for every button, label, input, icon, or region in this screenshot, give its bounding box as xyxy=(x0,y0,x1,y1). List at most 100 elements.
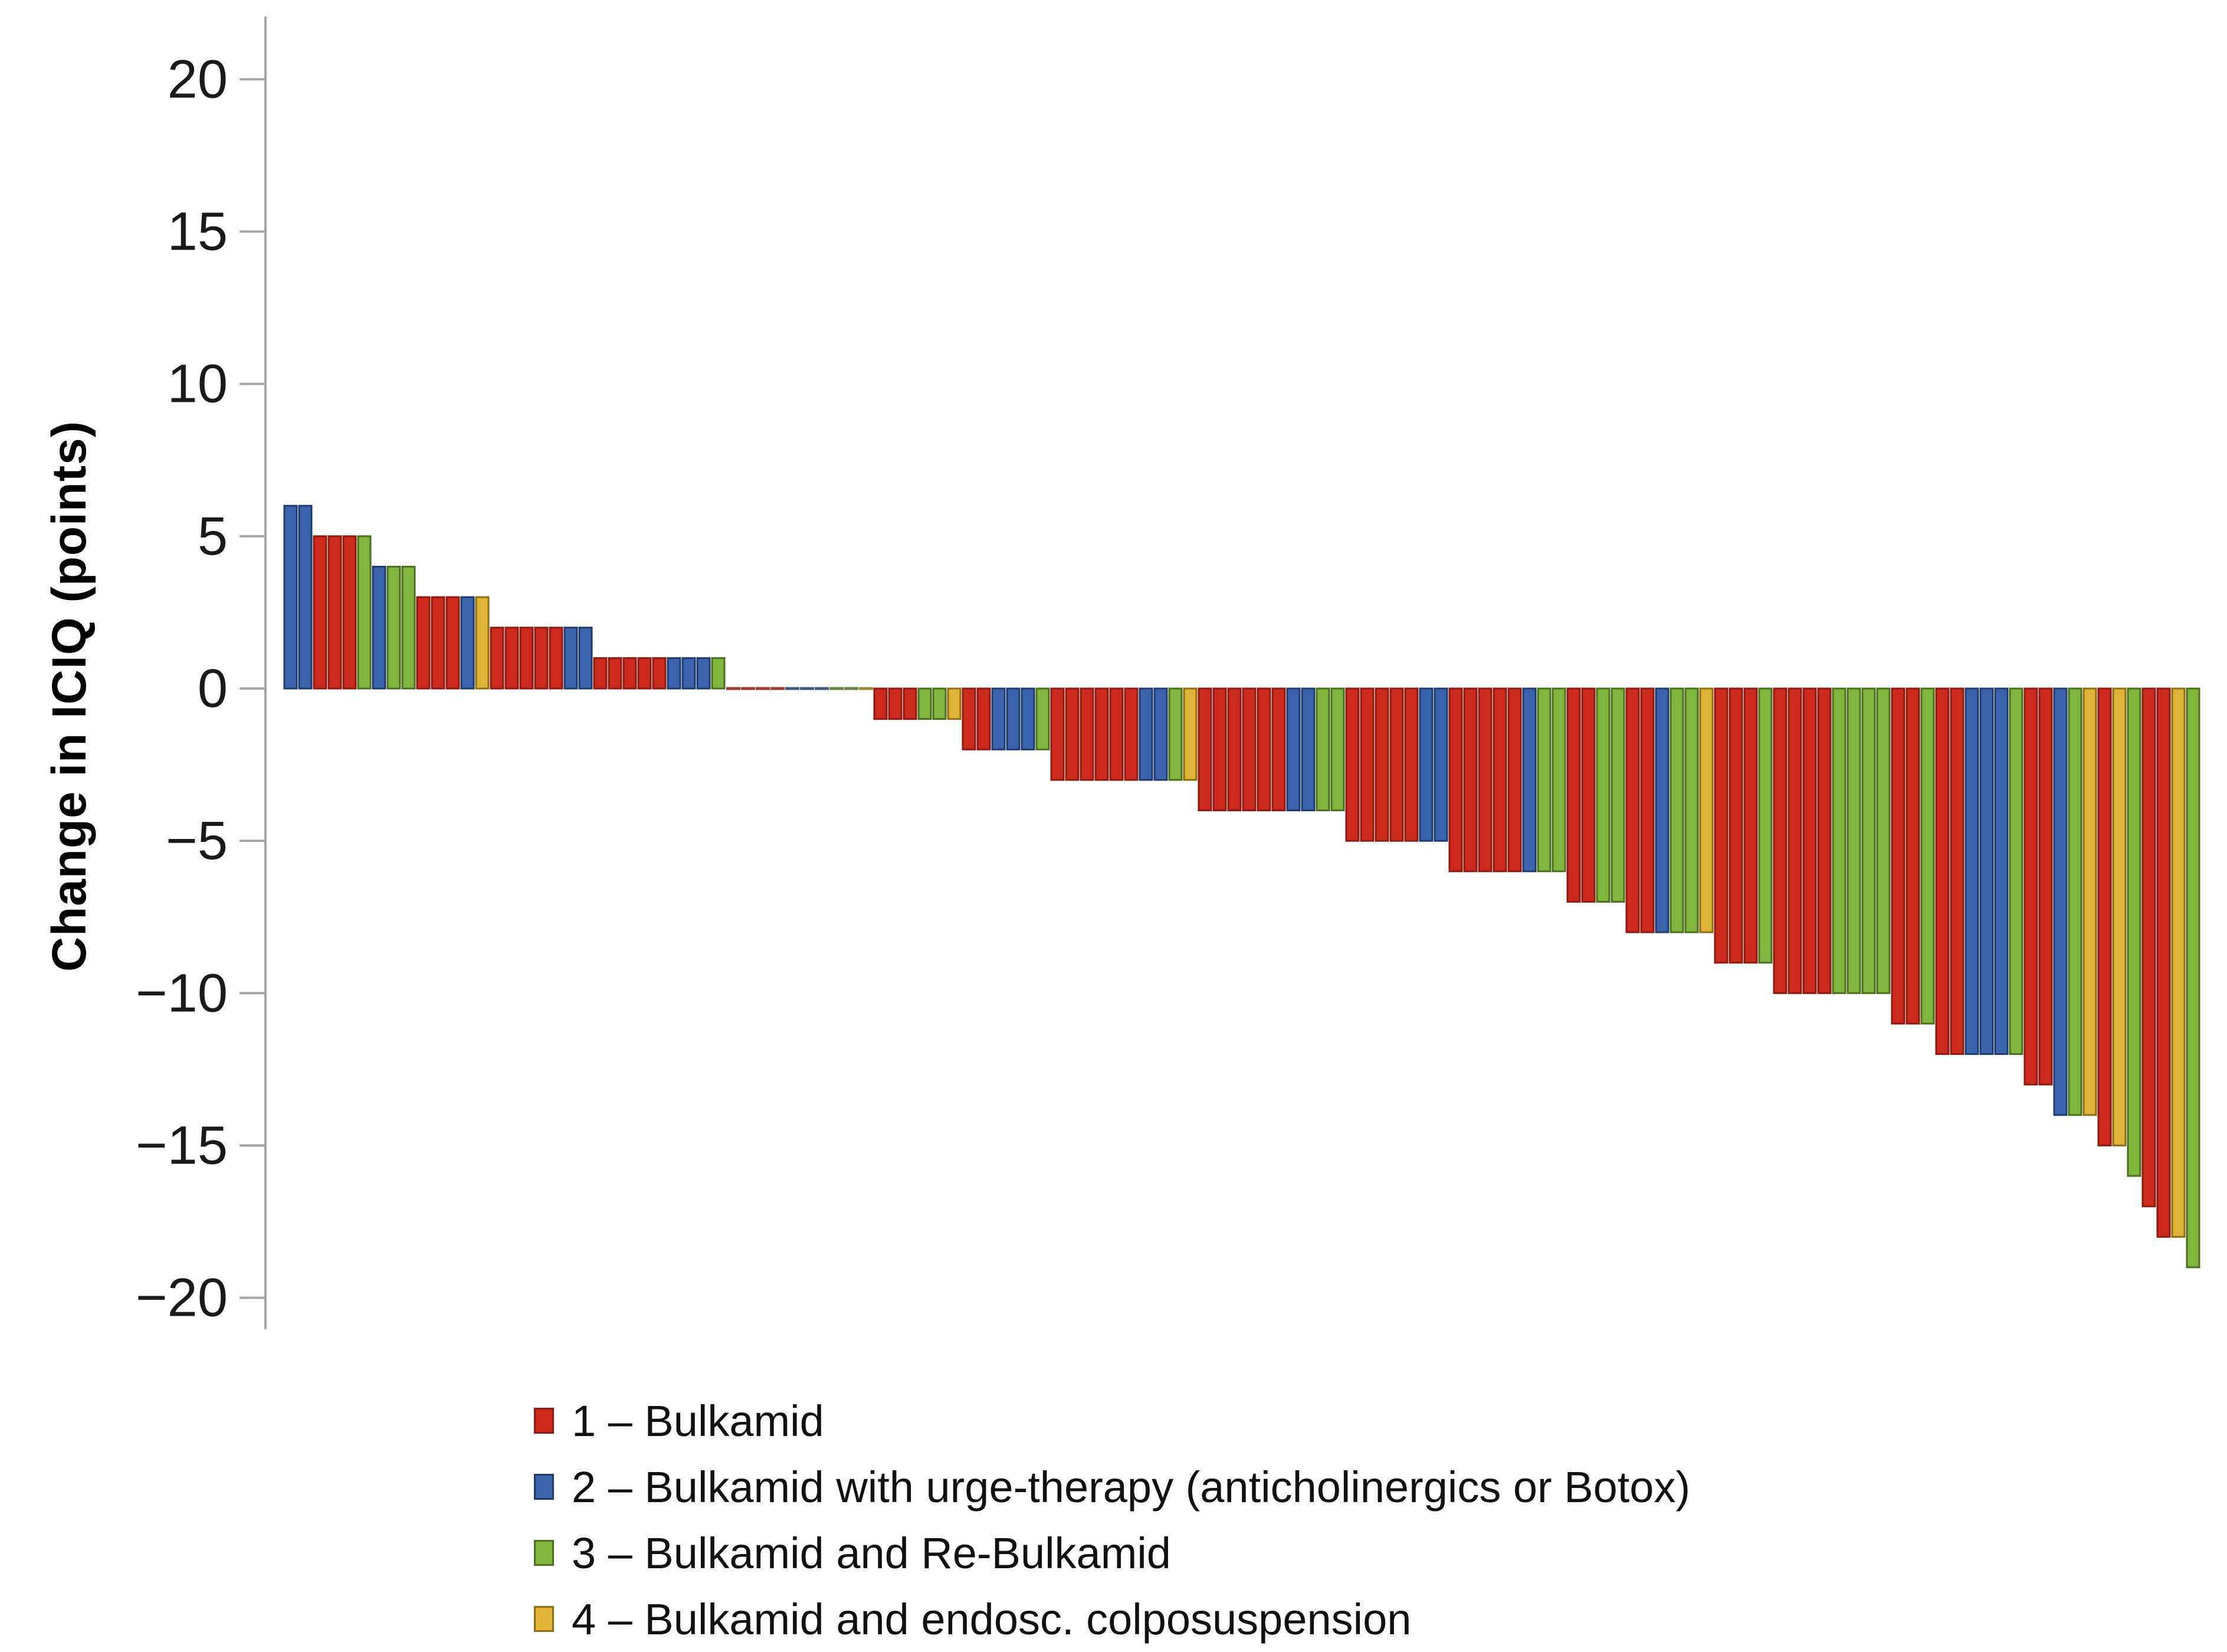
bar xyxy=(1876,687,1891,994)
bar-zero xyxy=(785,687,799,690)
bar xyxy=(2023,687,2038,1086)
bar xyxy=(1935,687,1950,1056)
y-tick-label: 5 xyxy=(198,506,228,566)
bar xyxy=(1375,687,1389,842)
y-tick-label: 20 xyxy=(168,49,228,109)
bar xyxy=(1389,687,1404,842)
bar xyxy=(2156,687,2171,1238)
bar xyxy=(1861,687,1876,994)
bar xyxy=(1611,687,1625,903)
bar xyxy=(1301,687,1316,812)
bar xyxy=(1139,687,1153,781)
bar xyxy=(652,657,667,690)
legend-marker-icon xyxy=(534,1408,554,1434)
bar-zero xyxy=(741,687,755,690)
bar xyxy=(1905,687,1920,1025)
legend-item-label: 4 – Bulkamid and endosc. colposuspension xyxy=(572,1594,1412,1644)
bar xyxy=(2171,687,2186,1238)
y-tick-label: 15 xyxy=(168,202,228,262)
bar xyxy=(1507,687,1522,873)
bar xyxy=(608,657,622,690)
bar-zero xyxy=(756,687,770,690)
bar xyxy=(1729,687,1743,964)
bar xyxy=(1552,687,1566,873)
bar xyxy=(667,657,681,690)
y-tick-label: −10 xyxy=(136,963,228,1023)
bar xyxy=(1743,687,1758,964)
bar xyxy=(1434,687,1448,842)
legend-item-label: 3 – Bulkamid and Re-Bulkamid xyxy=(572,1528,1171,1578)
bar xyxy=(342,535,357,690)
bar xyxy=(1596,687,1611,903)
bar xyxy=(1242,687,1257,812)
legend-marker-icon xyxy=(534,1540,554,1566)
bar xyxy=(1670,687,1684,933)
bar xyxy=(991,687,1006,750)
bar xyxy=(490,627,504,690)
bar xyxy=(1758,687,1773,964)
bar xyxy=(1463,687,1478,873)
bar xyxy=(932,687,947,720)
bar xyxy=(283,504,298,690)
bar xyxy=(2082,687,2097,1116)
bar-zero xyxy=(726,687,740,690)
bar xyxy=(1050,687,1065,781)
bar xyxy=(475,596,490,690)
bar xyxy=(504,627,519,690)
bar xyxy=(1330,687,1345,812)
bar xyxy=(1198,687,1212,812)
bar xyxy=(2038,687,2053,1086)
bar xyxy=(460,596,475,690)
bar xyxy=(637,657,652,690)
bar xyxy=(1979,687,1994,1056)
bar xyxy=(681,657,696,690)
legend-item-label: 1 – Bulkamid xyxy=(572,1396,824,1446)
bar xyxy=(519,627,534,690)
y-tick-label: 0 xyxy=(198,658,228,719)
legend-item-label: 2 – Bulkamid with urge-therapy (antichol… xyxy=(572,1462,1691,1512)
bar xyxy=(386,565,401,690)
bar xyxy=(327,535,342,690)
legend-marker-icon xyxy=(534,1474,554,1500)
bar xyxy=(711,657,726,690)
bar xyxy=(1227,687,1242,812)
legend-item: 1 – Bulkamid xyxy=(534,1388,1690,1454)
bar xyxy=(445,596,460,690)
bar xyxy=(976,687,991,750)
legend: 1 – Bulkamid 2 – Bulkamid with urge-thera… xyxy=(534,1388,1690,1652)
bar xyxy=(1684,687,1699,933)
legend-item: 4 – Bulkamid and endosc. colposuspension xyxy=(534,1586,1690,1652)
bar xyxy=(1625,687,1640,933)
bar xyxy=(593,657,608,690)
bar xyxy=(1065,687,1080,781)
bar xyxy=(2186,687,2200,1268)
bar xyxy=(2112,687,2127,1146)
bar xyxy=(1153,687,1168,781)
bar xyxy=(947,687,962,720)
bar xyxy=(2127,687,2141,1177)
bar xyxy=(1345,687,1360,842)
bar xyxy=(1183,687,1198,781)
bar xyxy=(1360,687,1375,842)
bar xyxy=(578,627,593,690)
bar xyxy=(2053,687,2068,1116)
bar xyxy=(888,687,903,720)
bar xyxy=(416,596,431,690)
bar xyxy=(1581,687,1596,903)
y-tick-label: −15 xyxy=(136,1115,228,1175)
bar xyxy=(1537,687,1552,873)
bar xyxy=(298,504,313,690)
bar xyxy=(1566,687,1581,903)
y-tick-label: −20 xyxy=(136,1268,228,1328)
bar xyxy=(563,627,578,690)
bar xyxy=(2141,687,2156,1208)
bar xyxy=(1640,687,1655,933)
bar xyxy=(1448,687,1463,873)
bar xyxy=(2009,687,2023,1056)
bar xyxy=(622,657,637,690)
bar xyxy=(1787,687,1802,994)
bar xyxy=(1035,687,1050,750)
bar xyxy=(549,627,563,690)
